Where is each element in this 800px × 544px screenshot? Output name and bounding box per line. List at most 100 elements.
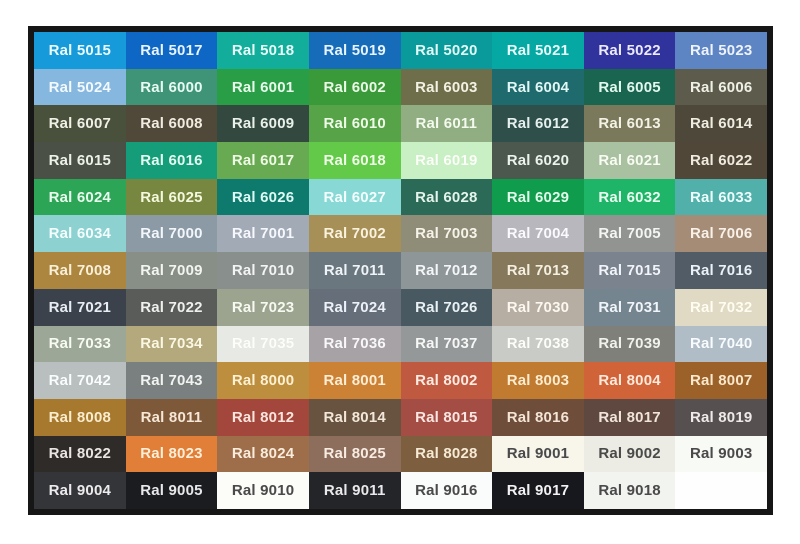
swatch-ral-7008: Ral 7008 xyxy=(34,252,126,289)
swatch-ral-8024: Ral 8024 xyxy=(217,435,309,473)
swatch-ral-6024: Ral 6024 xyxy=(34,178,126,216)
swatch-ral-7031: Ral 7031 xyxy=(583,288,676,326)
swatch-ral-7009: Ral 7009 xyxy=(125,252,218,289)
swatch-ral-8015: Ral 8015 xyxy=(400,398,493,436)
swatch-ral-7030: Ral 7030 xyxy=(492,288,584,326)
swatch-ral-6003: Ral 6003 xyxy=(400,68,493,106)
swatch-ral-5017: Ral 5017 xyxy=(125,32,218,69)
swatch-ral-6025: Ral 6025 xyxy=(125,178,218,216)
swatch-ral-5015: Ral 5015 xyxy=(34,32,126,69)
swatch-ral-7021: Ral 7021 xyxy=(34,288,126,326)
swatch-ral-6029: Ral 6029 xyxy=(492,178,584,216)
swatch-ral-7005: Ral 7005 xyxy=(583,215,676,253)
swatch-ral-5023: Ral 5023 xyxy=(675,32,767,69)
swatch-ral-6017: Ral 6017 xyxy=(217,142,309,179)
swatch-ral-7035: Ral 7035 xyxy=(217,325,309,363)
swatch-ral-5019: Ral 5019 xyxy=(308,32,401,69)
swatch-ral-8004: Ral 8004 xyxy=(583,362,676,399)
swatch-ral-6026: Ral 6026 xyxy=(217,178,309,216)
swatch-ral-7016: Ral 7016 xyxy=(675,252,767,289)
swatch-ral-7042: Ral 7042 xyxy=(34,362,126,399)
swatch-ral-6015: Ral 6015 xyxy=(34,142,126,179)
swatch-ral-7040: Ral 7040 xyxy=(675,325,767,363)
swatch-ral-7038: Ral 7038 xyxy=(492,325,584,363)
swatch-ral-8008: Ral 8008 xyxy=(34,398,126,436)
swatch-ral-6010: Ral 6010 xyxy=(308,105,401,143)
swatch-grid: Ral 5015 Ral 5017 Ral 5018 Ral 5019 Ral 5020… xyxy=(34,32,767,509)
swatch-ral-8007: Ral 8007 xyxy=(675,362,767,399)
swatch-ral-6005: Ral 6005 xyxy=(583,68,676,106)
swatch-ral-7011: Ral 7011 xyxy=(308,252,401,289)
swatch-ral-9011: Ral 9011 xyxy=(308,472,401,509)
swatch-ral-7022: Ral 7022 xyxy=(125,288,218,326)
swatch-ral-6012: Ral 6012 xyxy=(492,105,584,143)
swatch-ral-8003: Ral 8003 xyxy=(492,362,584,399)
swatch-ral-9017: Ral 9017 xyxy=(492,472,584,509)
swatch-ral-6001: Ral 6001 xyxy=(217,68,309,106)
swatch-ral-5024: Ral 5024 xyxy=(34,68,126,106)
swatch-ral-8014: Ral 8014 xyxy=(308,398,401,436)
swatch-ral-7036: Ral 7036 xyxy=(308,325,401,363)
swatch-ral-7012: Ral 7012 xyxy=(400,252,493,289)
swatch-ral-9002: Ral 9002 xyxy=(583,435,676,473)
swatch-ral-7013: Ral 7013 xyxy=(492,252,584,289)
swatch-ral-7034: Ral 7034 xyxy=(125,325,218,363)
swatch-ral-7043: Ral 7043 xyxy=(125,362,218,399)
swatch-ral-8002: Ral 8002 xyxy=(400,362,493,399)
swatch-ral-6009: Ral 6009 xyxy=(217,105,309,143)
swatch-ral-7039: Ral 7039 xyxy=(583,325,676,363)
swatch-ral-6021: Ral 6021 xyxy=(583,142,676,179)
swatch-ral-9003: Ral 9003 xyxy=(675,435,767,473)
swatch-ral-9005: Ral 9005 xyxy=(125,472,218,509)
swatch-ral-6002: Ral 6002 xyxy=(308,68,401,106)
swatch-ral-8012: Ral 8012 xyxy=(217,398,309,436)
swatch-ral-7026: Ral 7026 xyxy=(400,288,493,326)
swatch-ral-6000: Ral 6000 xyxy=(125,68,218,106)
swatch-ral-6014: Ral 6014 xyxy=(675,105,767,143)
swatch-ral-9004: Ral 9004 xyxy=(34,472,126,509)
swatch-empty xyxy=(675,472,767,509)
swatch-ral-6033: Ral 6033 xyxy=(675,178,767,216)
swatch-ral-6018: Ral 6018 xyxy=(308,142,401,179)
swatch-ral-8023: Ral 8023 xyxy=(125,435,218,473)
swatch-ral-8011: Ral 8011 xyxy=(125,398,218,436)
swatch-ral-7015: Ral 7015 xyxy=(583,252,676,289)
swatch-ral-7004: Ral 7004 xyxy=(492,215,584,253)
swatch-ral-6008: Ral 6008 xyxy=(125,105,218,143)
swatch-ral-5018: Ral 5018 xyxy=(217,32,309,69)
swatch-ral-8019: Ral 8019 xyxy=(675,398,767,436)
swatch-ral-7001: Ral 7001 xyxy=(217,215,309,253)
swatch-ral-8025: Ral 8025 xyxy=(308,435,401,473)
swatch-ral-6027: Ral 6027 xyxy=(308,178,401,216)
swatch-ral-6019: Ral 6019 xyxy=(400,142,493,179)
swatch-ral-8016: Ral 8016 xyxy=(492,398,584,436)
swatch-ral-9016: Ral 9016 xyxy=(400,472,493,509)
swatch-ral-9018: Ral 9018 xyxy=(583,472,676,509)
swatch-ral-9001: Ral 9001 xyxy=(492,435,584,473)
swatch-ral-5021: Ral 5021 xyxy=(492,32,584,69)
swatch-ral-7002: Ral 7002 xyxy=(308,215,401,253)
swatch-ral-8000: Ral 8000 xyxy=(217,362,309,399)
swatch-ral-7024: Ral 7024 xyxy=(308,288,401,326)
swatch-ral-6032: Ral 6032 xyxy=(583,178,676,216)
swatch-ral-7000: Ral 7000 xyxy=(125,215,218,253)
swatch-ral-6016: Ral 6016 xyxy=(125,142,218,179)
swatch-ral-7037: Ral 7037 xyxy=(400,325,493,363)
swatch-ral-7032: Ral 7032 xyxy=(675,288,767,326)
swatch-ral-8028: Ral 8028 xyxy=(400,435,493,473)
swatch-ral-6022: Ral 6022 xyxy=(675,142,767,179)
swatch-ral-7003: Ral 7003 xyxy=(400,215,493,253)
swatch-ral-5020: Ral 5020 xyxy=(400,32,493,69)
swatch-ral-7010: Ral 7010 xyxy=(217,252,309,289)
swatch-ral-6011: Ral 6011 xyxy=(400,105,493,143)
swatch-ral-7006: Ral 7006 xyxy=(675,215,767,253)
chart-frame: Ral 5015 Ral 5017 Ral 5018 Ral 5019 Ral 5020… xyxy=(28,26,773,515)
swatch-ral-6004: Ral 6004 xyxy=(492,68,584,106)
swatch-ral-9010: Ral 9010 xyxy=(217,472,309,509)
swatch-ral-8001: Ral 8001 xyxy=(308,362,401,399)
swatch-ral-6006: Ral 6006 xyxy=(675,68,767,106)
swatch-ral-5022: Ral 5022 xyxy=(583,32,676,69)
swatch-ral-6020: Ral 6020 xyxy=(492,142,584,179)
swatch-ral-8022: Ral 8022 xyxy=(34,435,126,473)
